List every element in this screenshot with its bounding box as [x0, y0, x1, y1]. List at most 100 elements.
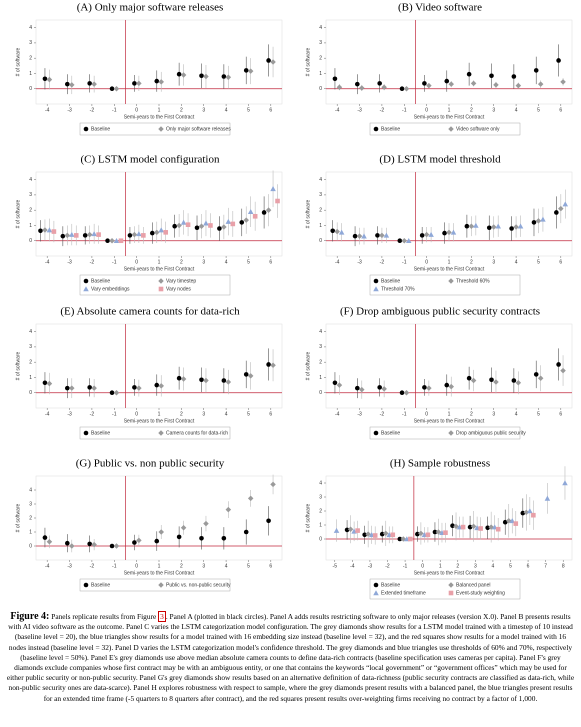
legend-marker — [373, 430, 379, 436]
marker — [91, 81, 97, 87]
legend-marker — [448, 278, 454, 284]
x-tick-label: -1 — [402, 259, 407, 265]
marker — [352, 233, 358, 239]
marker — [425, 532, 431, 538]
y-axis-label: # of software — [15, 503, 21, 532]
x-tick-label: 4 — [225, 411, 228, 417]
marker — [359, 386, 365, 393]
x-tick-label: -2 — [90, 563, 95, 569]
figure-ref[interactable]: 3 — [158, 611, 166, 622]
y-tick-label: 3 — [319, 494, 322, 500]
legend-marker — [373, 582, 379, 588]
x-tick-label: 5 — [247, 563, 250, 569]
legend-marker — [373, 278, 379, 284]
marker — [332, 380, 338, 386]
y-tick-label: 1 — [29, 529, 32, 535]
marker — [266, 518, 271, 524]
x-tick-label: 6 — [559, 107, 562, 113]
marker — [448, 383, 454, 390]
figure: (A) Only major software releases 0 1 2 3 4 -4 -… — [15, 2, 573, 600]
legend-label: Drop ambiguous public security — [456, 430, 526, 436]
legend-box — [79, 578, 231, 592]
legend-label: Baseline — [381, 126, 400, 132]
x-tick-label: -1 — [112, 107, 117, 113]
marker — [493, 379, 499, 385]
marker — [428, 231, 434, 237]
marker — [513, 521, 519, 526]
plot-frame — [35, 171, 283, 257]
x-axis-label: Semi-years to the First Contract — [124, 266, 195, 272]
legend-label: Baseline — [381, 582, 400, 588]
y-tick-label: 1 — [319, 71, 322, 77]
x-tick-label: 3 — [202, 107, 205, 113]
y-tick-label: 4 — [319, 177, 322, 183]
legend-marker — [448, 590, 454, 596]
marker — [113, 237, 120, 244]
marker — [355, 81, 360, 87]
caption-label: Figure 4: — [10, 611, 50, 622]
marker — [82, 233, 88, 238]
marker — [448, 81, 454, 87]
x-tick-label: 6 — [527, 563, 530, 569]
y-tick-label: 3 — [29, 501, 32, 507]
marker — [132, 385, 137, 390]
x-tick-label: 4 — [515, 107, 518, 113]
panel-title: (B) Video software — [398, 2, 482, 14]
marker — [523, 509, 530, 516]
marker — [359, 85, 365, 91]
legend-marker — [373, 126, 379, 132]
marker — [489, 377, 494, 383]
x-tick-label: 5 — [247, 411, 250, 417]
marker — [163, 230, 169, 235]
x-tick-label: -4 — [45, 107, 50, 113]
marker — [105, 238, 110, 244]
y-tick-label: 4 — [319, 25, 322, 31]
marker — [390, 532, 396, 538]
legend-marker — [373, 286, 379, 292]
x-tick-label: 1 — [439, 563, 442, 569]
marker — [265, 207, 272, 213]
marker — [397, 536, 403, 542]
legend-marker — [83, 582, 89, 588]
marker — [509, 226, 514, 231]
marker — [399, 86, 405, 92]
legend-marker — [373, 590, 379, 596]
x-tick-label: 0 — [135, 411, 138, 417]
marker — [520, 510, 526, 516]
marker — [46, 227, 53, 233]
x-tick-label: 0 — [135, 563, 138, 569]
marker — [423, 231, 430, 238]
x-tick-label: -1 — [112, 563, 117, 569]
marker — [426, 385, 432, 391]
marker — [203, 73, 209, 80]
legend-marker — [158, 278, 164, 284]
x-tick-label: -3 — [357, 259, 362, 265]
x-tick-label: 4 — [225, 259, 228, 265]
marker — [266, 362, 271, 367]
y-tick-label: 4 — [29, 177, 32, 183]
y-tick-label: 0 — [29, 543, 32, 549]
x-tick-label: 4 — [492, 563, 495, 569]
marker — [347, 526, 354, 532]
marker — [473, 222, 479, 228]
marker — [225, 74, 232, 81]
marker — [554, 210, 559, 215]
x-tick-label: 2 — [180, 259, 183, 265]
x-tick-label: 3 — [492, 411, 495, 417]
marker — [42, 535, 48, 540]
marker — [537, 81, 544, 87]
marker — [515, 82, 522, 89]
marker — [247, 68, 254, 74]
marker — [230, 221, 236, 227]
x-axis-label: Semi-years to the First Contract — [124, 418, 195, 424]
marker — [199, 536, 204, 541]
marker — [443, 530, 448, 535]
marker — [86, 231, 93, 238]
marker — [109, 237, 115, 244]
marker — [450, 229, 457, 235]
marker — [239, 220, 245, 225]
y-axis-label: # of software — [305, 199, 311, 228]
marker — [556, 362, 561, 367]
legend-box — [369, 274, 521, 296]
